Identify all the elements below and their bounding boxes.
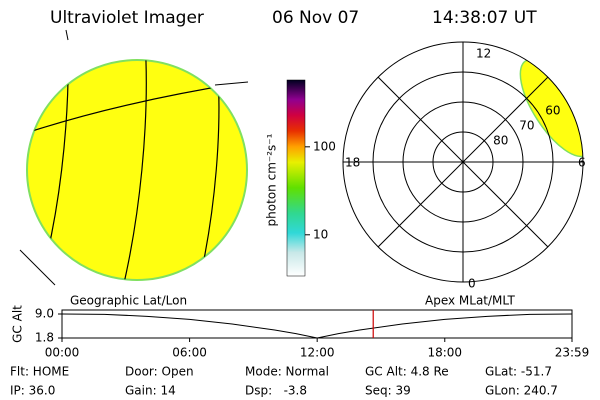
status-field: GLat: -51.7 bbox=[485, 365, 552, 379]
map-label: Geographic Lat/Lon bbox=[70, 294, 187, 308]
status-field: Gain: 14 bbox=[125, 384, 176, 398]
status-field: Dsp: -3.8 bbox=[245, 384, 307, 398]
grid-line-ext bbox=[65, 29, 69, 41]
status-field: Flt: HOME bbox=[10, 365, 69, 379]
altitude-line bbox=[61, 313, 573, 339]
colorbar bbox=[286, 79, 306, 277]
x-tick-label: 00:00 bbox=[45, 346, 80, 360]
title: Ultraviolet Imager bbox=[50, 8, 204, 28]
lat-ring bbox=[402, 101, 524, 223]
mlt-label: 0 bbox=[468, 277, 476, 291]
colorbar-tick-label: 10 bbox=[313, 227, 328, 241]
x-tick-label: 18:00 bbox=[427, 346, 462, 360]
lat-ring-label: 60 bbox=[545, 104, 560, 118]
x-tick-label: 23:59 bbox=[555, 346, 590, 360]
timeline-frame bbox=[61, 309, 573, 339]
x-tick-label: 12:00 bbox=[300, 346, 335, 360]
y-tick-label: 9.0 bbox=[35, 307, 54, 321]
polar-outer bbox=[342, 41, 584, 283]
y-tick-label: 1.8 bbox=[35, 331, 54, 345]
earth-disk bbox=[26, 59, 248, 281]
lat-ring bbox=[432, 131, 494, 193]
status-field: Mode: Normal bbox=[245, 365, 329, 379]
status-field: IP: 36.0 bbox=[10, 384, 55, 398]
y-axis-label: GC Alt bbox=[11, 305, 25, 343]
colorbar-label: photon cm⁻²s⁻¹ bbox=[265, 133, 279, 226]
status-field: Seq: 39 bbox=[365, 384, 411, 398]
polar-map: 80 70 60 12 18 6 0 bbox=[342, 41, 586, 291]
grid-line-ext bbox=[214, 81, 249, 86]
mlt-label: 18 bbox=[345, 156, 360, 170]
status-field: GLon: 240.7 bbox=[485, 384, 558, 398]
time: 14:38:07 UT bbox=[432, 8, 537, 28]
lat-ring-label: 80 bbox=[493, 134, 508, 148]
lat-ring bbox=[372, 71, 554, 253]
map-label: Apex MLat/MLT bbox=[425, 294, 515, 308]
mlt-label: 12 bbox=[476, 47, 491, 61]
x-tick-label: 06:00 bbox=[172, 346, 207, 360]
colorbar-tick-label: 100 bbox=[313, 139, 336, 153]
mlt-label: 6 bbox=[578, 156, 586, 170]
grid-line-ext bbox=[19, 249, 56, 286]
geographic-map bbox=[19, 29, 249, 286]
date: 06 Nov 07 bbox=[272, 8, 359, 28]
lat-ring-label: 70 bbox=[519, 119, 534, 133]
status-field: GC Alt: 4.8 Re bbox=[365, 365, 449, 379]
spokes bbox=[343, 42, 583, 282]
status-field: Door: Open bbox=[125, 365, 194, 379]
